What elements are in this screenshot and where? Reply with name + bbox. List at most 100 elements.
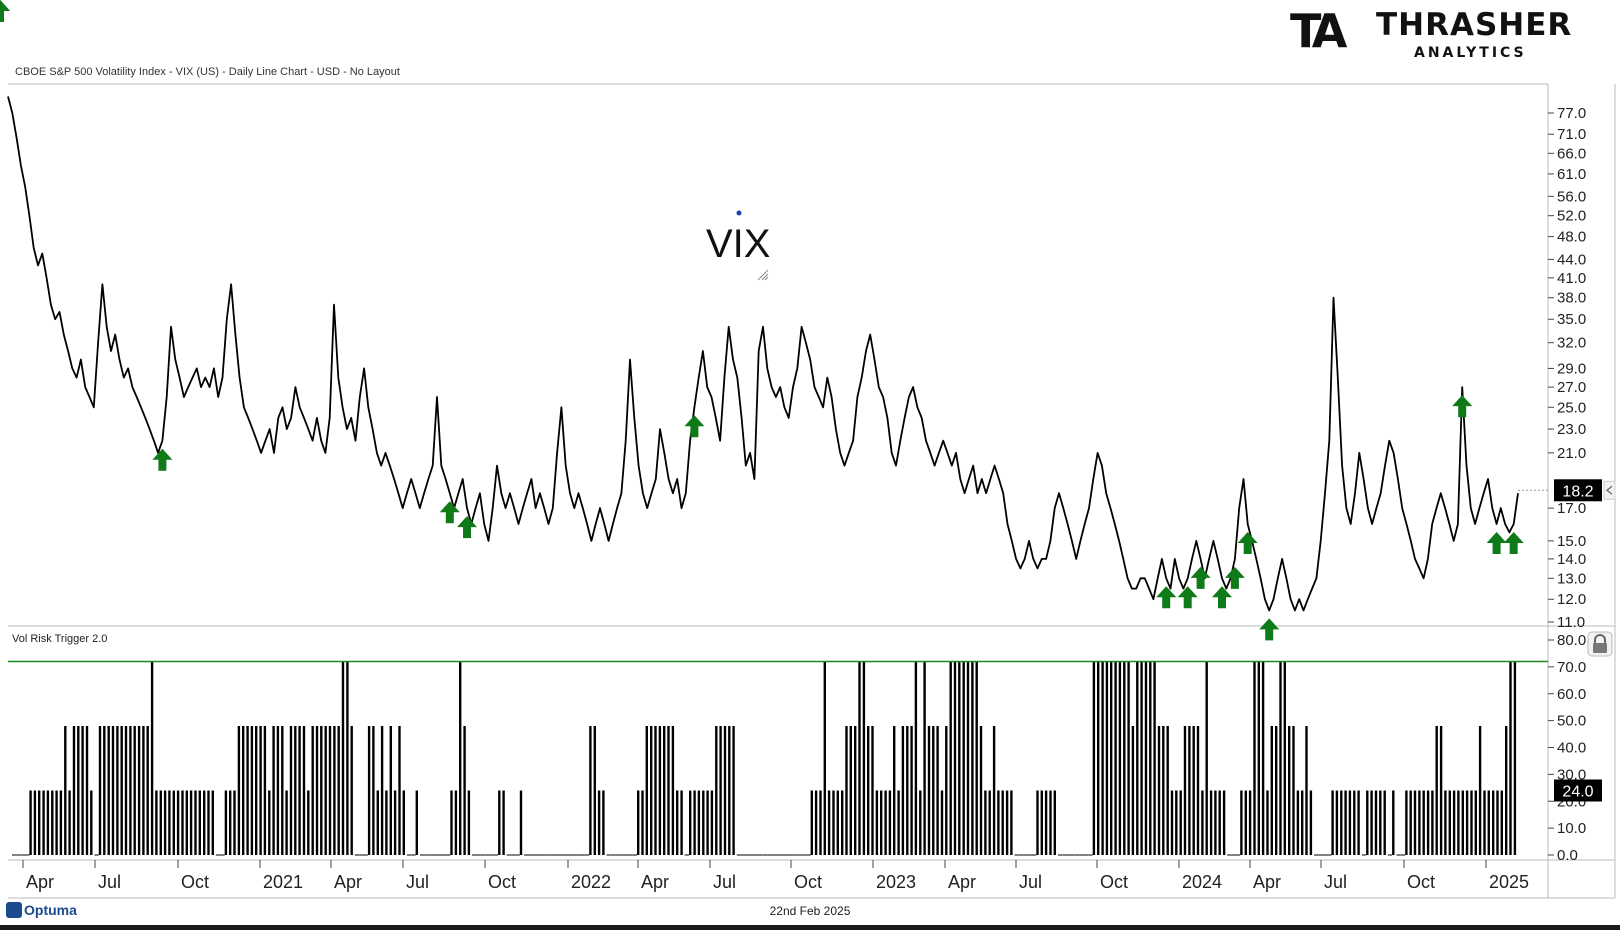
arrow-up-icon	[1190, 566, 1211, 589]
trigger-bar	[849, 726, 852, 855]
trigger-bar	[832, 790, 835, 855]
trigger-bar	[276, 726, 280, 855]
trigger-bar	[884, 790, 887, 855]
trigger-bar	[1483, 790, 1486, 855]
trigger-bar	[888, 790, 892, 855]
trigger-bar	[272, 726, 275, 855]
y-tick-label: 32.0	[1557, 335, 1586, 352]
trigger-bar	[1335, 790, 1339, 855]
trigger-bar	[1505, 726, 1508, 855]
trigger-bar	[910, 726, 913, 855]
y-tick-label: 50.0	[1557, 713, 1586, 730]
trigger-bar	[1222, 790, 1226, 855]
trigger-bar	[298, 726, 301, 855]
y-tick-label: 70.0	[1557, 659, 1586, 676]
trigger-bar	[845, 726, 848, 855]
y-tick-label: 60.0	[1557, 686, 1586, 703]
trigger-bar	[667, 726, 670, 855]
trigger-bar	[1144, 661, 1148, 855]
trigger-bar	[337, 726, 340, 855]
trigger-bar	[229, 790, 232, 855]
trigger-bar	[198, 790, 201, 855]
trigger-bar	[663, 726, 666, 855]
arrow-up-icon	[1259, 618, 1280, 641]
trigger-bar	[242, 726, 245, 855]
trigger-bar	[1435, 726, 1438, 855]
buy-signal-arrow	[1259, 618, 1280, 641]
y-tick-label: 14.0	[1557, 551, 1586, 568]
trigger-bar	[1431, 790, 1434, 855]
vix-line	[7, 96, 1519, 612]
x-tick-label: 2022	[571, 872, 611, 892]
trigger-bar	[702, 790, 705, 855]
trigger-bar	[281, 726, 284, 855]
trigger-bar	[1422, 790, 1425, 855]
trigger-bar	[1240, 790, 1243, 855]
trigger-bar	[150, 661, 154, 855]
trigger-bar	[1196, 726, 1200, 855]
brand-logo: TA THRASHER ANALYTICS	[1290, 6, 1571, 62]
trigger-bar	[346, 661, 349, 855]
trigger-bar	[1110, 661, 1113, 855]
trigger-bar	[715, 726, 718, 855]
x-tick-label: Apr	[334, 872, 362, 892]
trigger-bar	[1487, 790, 1490, 855]
trigger-bar	[155, 790, 158, 855]
trigger-bar	[1513, 661, 1517, 855]
y-tick-label: 48.0	[1557, 229, 1586, 246]
vendor-logo: Optuma	[6, 902, 77, 918]
trigger-bar	[1105, 661, 1109, 855]
trigger-bar	[350, 726, 353, 855]
lock-button[interactable]	[1587, 631, 1613, 657]
buy-signal-arrow	[0, 0, 10, 22]
trigger-bar	[1140, 661, 1143, 855]
trigger-bar	[1305, 726, 1308, 855]
trigger-bar	[1288, 726, 1291, 855]
trigger-bar	[836, 790, 839, 855]
trigger-bar	[1201, 790, 1204, 855]
trigger-bar	[1444, 790, 1447, 855]
trigger-bar	[498, 790, 501, 855]
resize-handle-icon	[757, 269, 769, 281]
y-tick-label: 66.0	[1557, 145, 1586, 162]
trigger-bar	[940, 790, 944, 855]
trigger-bar	[1478, 726, 1482, 855]
brand-sub: ANALYTICS	[1414, 45, 1527, 61]
trigger-bar	[1001, 790, 1004, 855]
trigger-bar	[1175, 790, 1178, 855]
trigger-bar	[98, 726, 102, 855]
trigger-bar	[454, 790, 458, 855]
trigger-bar	[289, 726, 293, 855]
arrow-up-icon	[1177, 586, 1198, 609]
trigger-bar	[1500, 790, 1503, 855]
trigger-bar	[1275, 726, 1278, 855]
trigger-bar	[111, 726, 115, 855]
trigger-bar	[1205, 661, 1208, 855]
vix-annotation[interactable]: VIX	[706, 222, 771, 266]
x-tick-label: Oct	[1100, 872, 1128, 892]
trigger-bar	[402, 790, 405, 855]
trigger-bar	[728, 726, 731, 855]
trigger-bar	[38, 790, 41, 855]
trigger-bar	[450, 790, 453, 855]
trigger-bar	[706, 790, 709, 855]
trigger-bar	[1266, 790, 1269, 855]
trigger-bar	[1261, 661, 1265, 855]
trigger-bar	[1383, 790, 1386, 855]
trigger-bar	[77, 726, 80, 855]
trigger-bar	[1092, 661, 1096, 855]
buy-signal-arrow	[457, 516, 477, 539]
trigger-bar	[827, 790, 831, 855]
trigger-bar	[415, 790, 418, 855]
y-tick-label: 13.0	[1557, 570, 1586, 587]
trigger-bar	[46, 790, 50, 855]
trigger-bar	[971, 661, 974, 855]
x-tick-label: 2025	[1489, 872, 1529, 892]
trigger-bar	[285, 790, 288, 855]
buy-signal-arrow	[1237, 532, 1258, 554]
y-tick-label: 30.0	[1557, 766, 1586, 783]
x-tick-label: Apr	[948, 872, 976, 892]
trigger-bar	[1496, 790, 1499, 855]
trigger-bar	[1044, 790, 1048, 855]
